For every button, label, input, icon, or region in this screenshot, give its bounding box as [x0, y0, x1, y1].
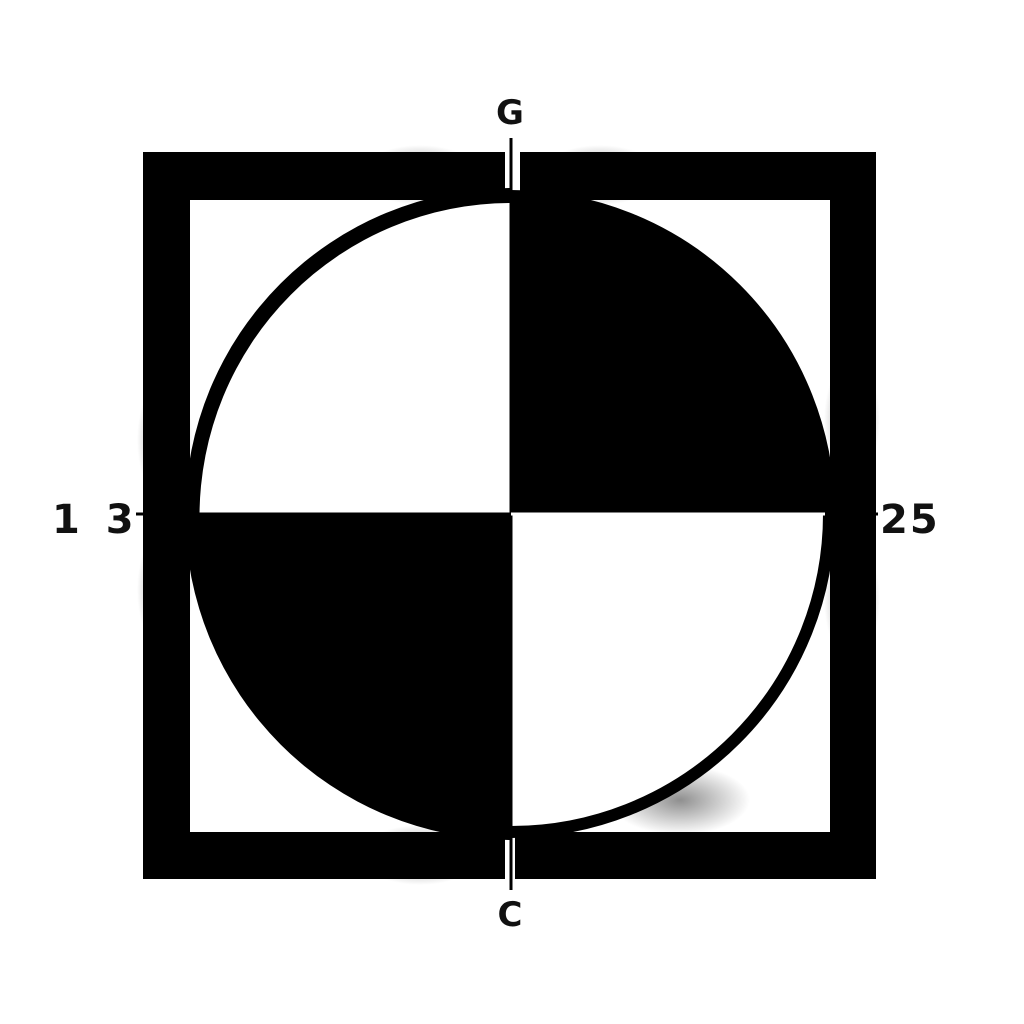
quadrant-top-right — [511, 194, 831, 514]
label-bottom: C — [497, 895, 523, 935]
label-left: 1 3 — [52, 497, 140, 543]
quadrant-bottom-left — [191, 514, 511, 834]
axis-inverse — [509, 512, 825, 828]
label-right: 25 — [880, 497, 940, 543]
label-top: G — [496, 93, 524, 133]
